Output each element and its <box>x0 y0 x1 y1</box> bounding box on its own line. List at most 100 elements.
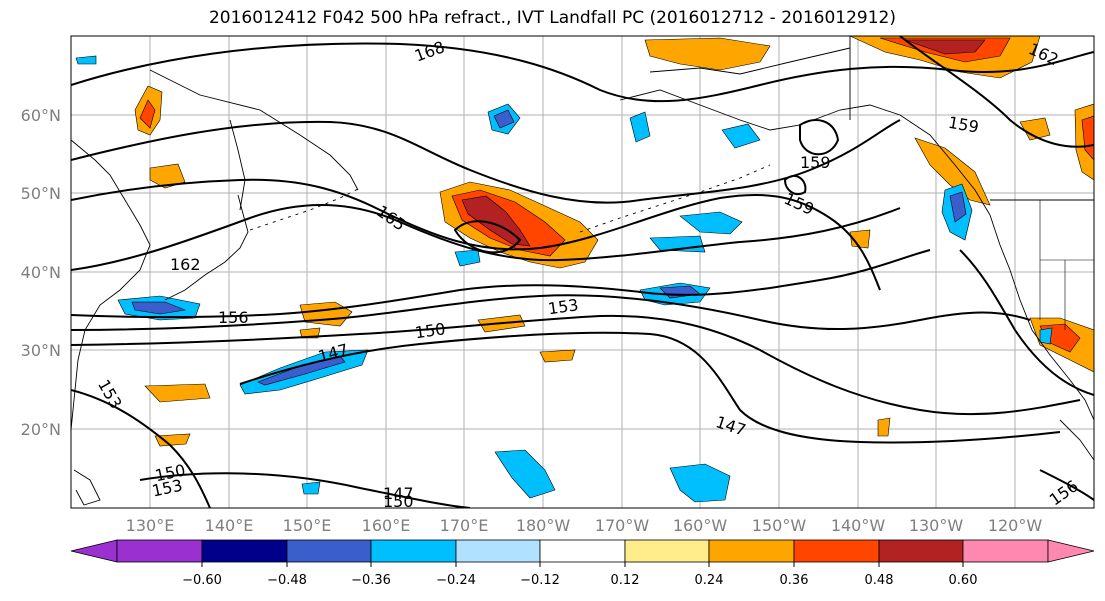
colorbar-tick-label: −0.24 <box>436 573 476 588</box>
coast-alaska <box>619 89 991 216</box>
anomaly-patch-north <box>644 37 771 71</box>
longitude-labels: 130°E 140°E 150°E 160°E 170°E 180°W 170°… <box>126 516 1043 535</box>
colorbar-tick-label: 0.60 <box>949 573 978 588</box>
latitude-labels: 60°N 50°N 40°N 30°N 20°N <box>21 106 61 439</box>
anomaly-patch-sw-neg <box>454 249 481 267</box>
coast-philippines <box>73 469 101 506</box>
contour-california <box>959 249 1094 396</box>
colorbar-tick-label: 0.36 <box>780 573 809 588</box>
colorbar-segment <box>539 539 626 563</box>
contour-closed-alaska <box>799 119 840 156</box>
contour-label: 159 <box>800 153 831 172</box>
colorbar-ticks <box>201 562 964 567</box>
colorbar-tick-label: 0.24 <box>695 573 724 588</box>
contour-label: 150 <box>383 492 414 511</box>
colorbar-segment <box>708 539 795 563</box>
anomaly-patch-arctic-max <box>904 39 986 55</box>
anomaly-patch-sw <box>877 417 891 437</box>
lat-label: 60°N <box>21 106 61 125</box>
coast-asia-east <box>71 139 151 431</box>
anomaly-patch-kamchatka-core <box>139 99 156 129</box>
lon-label: 130°W <box>909 516 964 535</box>
colorbar-labels: −0.60 −0.48 −0.36 −0.24 −0.12 0.12 0.24 … <box>182 573 977 588</box>
colorbar-tick-label: −0.36 <box>351 573 391 588</box>
contour-label: 153 <box>547 295 580 318</box>
contour-label: 162 <box>170 255 201 274</box>
colorbar-segment <box>116 539 203 563</box>
border-states <box>1039 200 1094 330</box>
colorbar-segment <box>286 539 372 563</box>
lon-label: 160°E <box>362 516 411 535</box>
lon-label: 180°W <box>516 516 571 535</box>
colorbar <box>70 539 1095 563</box>
border-canada-us <box>849 36 1094 201</box>
anomaly-patch-alaska-coast <box>914 137 991 206</box>
contour-150 <box>71 314 1081 416</box>
contour-165 <box>71 119 901 204</box>
contour-147 <box>239 331 1061 444</box>
anomaly-patch-canada <box>1019 117 1051 141</box>
colorbar-extend-low <box>70 539 118 563</box>
contour-150-south <box>139 472 471 508</box>
gridlines <box>71 36 1094 508</box>
anomaly-patch-nw <box>75 55 97 65</box>
contour-label: 156 <box>218 308 249 327</box>
coast-mexico <box>1059 419 1094 461</box>
anomaly-patch-trop3 <box>301 481 321 495</box>
map-frame <box>70 35 1095 509</box>
contour-closed-gulf <box>783 174 807 196</box>
anomaly-patch-hawaii <box>539 349 576 363</box>
colorbar-segment <box>624 539 710 563</box>
colorbar-extend-high <box>1047 539 1095 563</box>
contour-closed-bering <box>453 220 522 254</box>
colorbar-segment <box>201 539 288 563</box>
anomaly-patch-ne <box>299 327 321 339</box>
contour-label-group: 168 165 162 159 159 159 156 153 153 150 … <box>94 37 1082 511</box>
anomaly-patch-alaska <box>629 111 651 143</box>
coast-arctic <box>649 47 851 75</box>
contour-153 <box>71 294 1031 331</box>
contour-162 <box>71 203 901 271</box>
coast-sakhalin <box>229 119 246 211</box>
coast-northam-west <box>989 214 1094 421</box>
contour-low-south <box>71 389 211 508</box>
negative-anomaly-fills <box>75 55 1053 503</box>
colorbar-segment <box>455 539 541 563</box>
colorbar-tick-label: 0.48 <box>865 573 894 588</box>
lat-label: 20°N <box>21 420 61 439</box>
coastlines <box>71 36 1094 506</box>
anomaly-patch-bc-neg-core <box>949 191 967 223</box>
lon-label: 140°W <box>831 516 886 535</box>
colorbar-tick-label: 0.12 <box>611 573 640 588</box>
coast-kamchatka <box>149 69 359 191</box>
contour-sw <box>1039 469 1094 501</box>
colorbar-tick-label: −0.60 <box>182 573 222 588</box>
anomaly-patch-subtrop1 <box>144 383 211 403</box>
lon-label: 150°E <box>283 516 332 535</box>
lon-label: 130°E <box>126 516 175 535</box>
lon-label: 170°W <box>595 516 650 535</box>
colorbar-segment <box>370 539 457 563</box>
anomaly-patch-gulf-neg <box>721 123 761 149</box>
anomaly-patch-gulf <box>849 229 871 249</box>
anomaly-patch-trop2 <box>669 463 731 503</box>
refractivity-contours <box>71 36 1094 508</box>
lat-label: 40°N <box>21 263 61 282</box>
anomaly-patch-subtrop3 <box>154 433 191 447</box>
colorbar-segment <box>962 539 1049 563</box>
contour-label: 147 <box>383 484 414 503</box>
anomaly-patch-bc-core <box>1081 115 1094 161</box>
colorbar-tick-label: −0.12 <box>520 573 560 588</box>
contour-156 <box>71 249 931 319</box>
anomaly-patch-aleutian <box>679 211 743 235</box>
colorbar-tick-label: −0.48 <box>267 573 307 588</box>
anomaly-patch-trop1 <box>494 449 556 499</box>
lon-label: 160°W <box>673 516 728 535</box>
lon-label: 170°E <box>440 516 489 535</box>
lon-label: 150°W <box>752 516 807 535</box>
coast-aleutians <box>579 164 771 233</box>
map-panel: 168 165 162 159 159 159 156 153 153 150 … <box>71 36 1094 511</box>
anomaly-patch-cal-neg <box>1039 327 1053 345</box>
coast-japan <box>164 194 249 301</box>
